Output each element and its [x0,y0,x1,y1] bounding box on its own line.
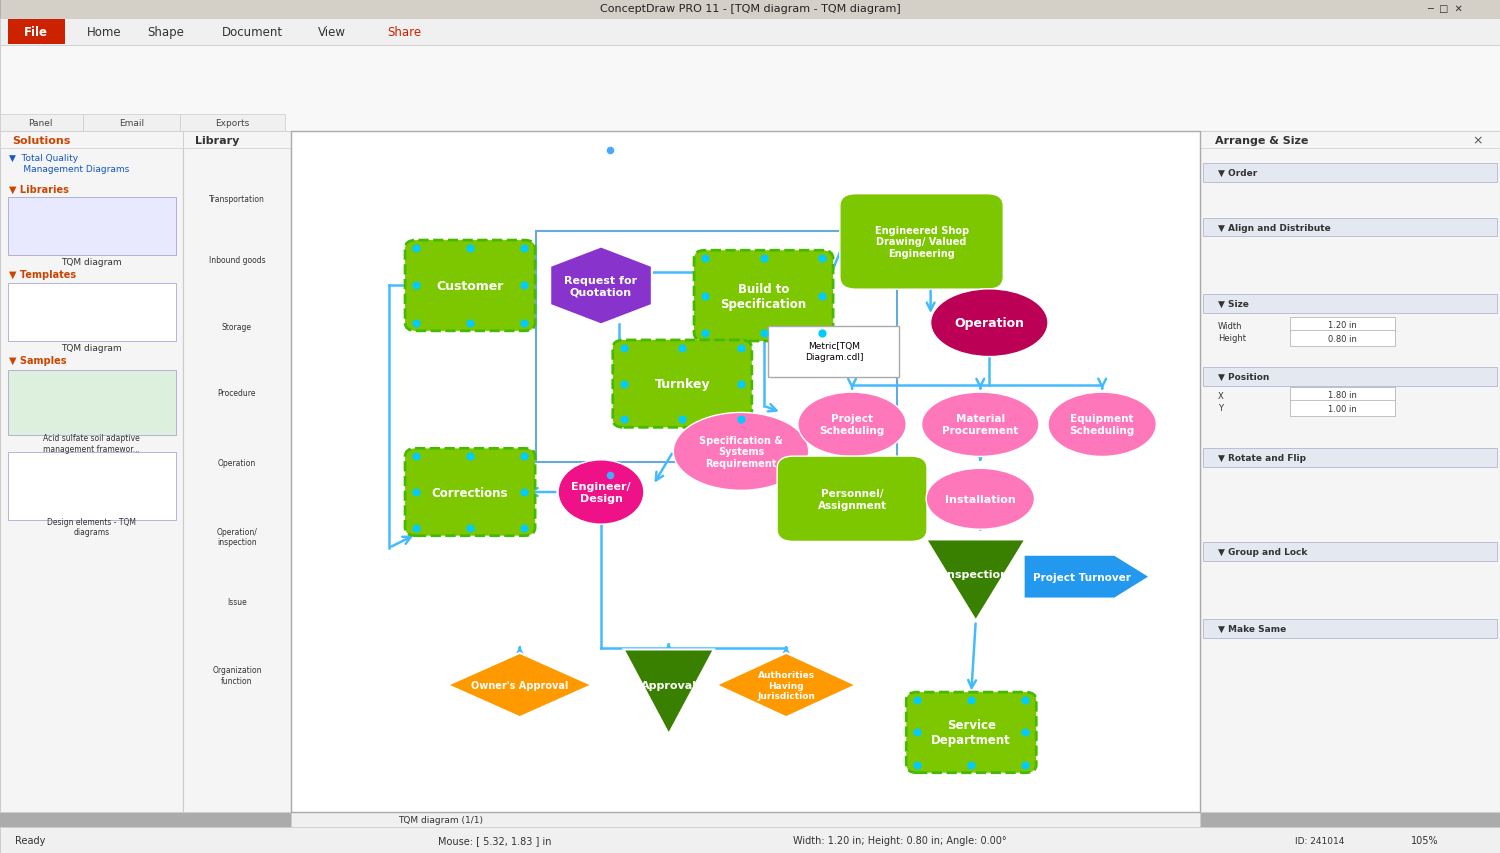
Text: Issue: Issue [226,597,248,606]
FancyBboxPatch shape [291,132,1200,812]
Text: ▼ Size: ▼ Size [1218,300,1249,309]
FancyBboxPatch shape [0,19,1500,46]
FancyBboxPatch shape [8,283,176,341]
Text: Document: Document [222,26,284,39]
Text: Y: Y [1218,403,1222,412]
FancyBboxPatch shape [1290,401,1395,416]
FancyBboxPatch shape [8,20,64,45]
FancyBboxPatch shape [1203,619,1497,638]
FancyBboxPatch shape [1203,295,1497,314]
Text: ▼ Position: ▼ Position [1218,373,1269,381]
Text: ▼ Make Same: ▼ Make Same [1218,624,1286,633]
Text: Operation/
inspection: Operation/ inspection [216,527,258,547]
FancyBboxPatch shape [8,452,176,520]
FancyBboxPatch shape [0,46,1500,132]
FancyBboxPatch shape [8,198,176,256]
Text: 0.80 in: 0.80 in [1328,334,1358,343]
Text: 105%: 105% [1412,835,1438,845]
FancyBboxPatch shape [1200,132,1500,149]
Text: View: View [318,26,346,39]
Text: ─  □  ✕: ─ □ ✕ [1426,4,1462,15]
Text: Mouse: [ 5.32, 1.83 ] in: Mouse: [ 5.32, 1.83 ] in [438,835,552,845]
FancyBboxPatch shape [183,132,291,149]
Text: Email: Email [120,119,144,128]
Text: Exports: Exports [216,119,249,128]
Text: Storage: Storage [222,322,252,332]
Text: 1.80 in: 1.80 in [1328,391,1358,399]
Text: Inbound goods: Inbound goods [209,256,266,265]
FancyBboxPatch shape [82,115,180,132]
Text: ▼ Samples: ▼ Samples [9,356,66,366]
FancyBboxPatch shape [0,132,183,812]
FancyBboxPatch shape [0,0,1500,19]
FancyBboxPatch shape [1200,132,1500,812]
Text: ID: 241014: ID: 241014 [1296,836,1344,844]
Text: File: File [24,26,48,39]
FancyBboxPatch shape [180,115,285,132]
Text: Share: Share [387,26,422,39]
Text: Solutions: Solutions [12,136,70,146]
FancyBboxPatch shape [1290,317,1395,333]
Text: Procedure: Procedure [217,389,256,398]
Text: Acid sulfate soil adaptive
management framewor...: Acid sulfate soil adaptive management fr… [44,434,140,453]
Text: Design elements - TQM
diagrams: Design elements - TQM diagrams [46,518,136,537]
Text: Height: Height [1218,334,1246,342]
Text: Home: Home [87,26,122,39]
FancyBboxPatch shape [291,812,1200,827]
FancyBboxPatch shape [0,115,82,132]
Text: ▼ Rotate and Flip: ▼ Rotate and Flip [1218,454,1306,462]
Text: Arrange & Size: Arrange & Size [1215,136,1308,146]
Text: Transportation: Transportation [209,194,266,204]
Text: ▼ Templates: ▼ Templates [9,270,76,280]
FancyBboxPatch shape [0,132,183,149]
Text: Shape: Shape [147,26,184,39]
Text: TQM diagram: TQM diagram [62,344,122,352]
Text: ▼ Align and Distribute: ▼ Align and Distribute [1218,223,1330,232]
FancyBboxPatch shape [1203,368,1497,386]
FancyBboxPatch shape [1203,449,1497,467]
Text: Width: 1.20 in; Height: 0.80 in; Angle: 0.00°: Width: 1.20 in; Height: 0.80 in; Angle: … [794,835,1006,845]
Text: Organization
function: Organization function [213,665,261,685]
Text: ▼ Order: ▼ Order [1218,169,1257,177]
Text: 1.20 in: 1.20 in [1328,321,1358,329]
FancyBboxPatch shape [1203,543,1497,561]
Text: Operation: Operation [217,459,256,468]
FancyBboxPatch shape [1203,218,1497,237]
FancyBboxPatch shape [8,371,176,435]
Text: Panel: Panel [28,119,53,128]
Text: ConceptDraw PRO 11 - [TQM diagram - TQM diagram]: ConceptDraw PRO 11 - [TQM diagram - TQM … [600,4,900,15]
FancyBboxPatch shape [183,132,291,812]
Text: TQM diagram: TQM diagram [62,258,122,266]
Text: ×: × [1472,134,1482,148]
Text: Width: Width [1218,322,1242,330]
Text: TQM diagram (1/1): TQM diagram (1/1) [399,815,483,824]
Text: Library: Library [195,136,240,146]
Text: ▼ Libraries: ▼ Libraries [9,184,69,194]
Text: 1.00 in: 1.00 in [1328,404,1358,413]
Text: ▼  Total Quality
     Management Diagrams: ▼ Total Quality Management Diagrams [9,154,129,173]
FancyBboxPatch shape [0,827,1500,853]
Text: Ready: Ready [15,835,45,845]
FancyBboxPatch shape [1290,387,1395,403]
FancyBboxPatch shape [1290,331,1395,346]
Text: X: X [1218,392,1224,400]
Text: ▼ Group and Lock: ▼ Group and Lock [1218,548,1308,556]
FancyBboxPatch shape [1203,164,1497,183]
